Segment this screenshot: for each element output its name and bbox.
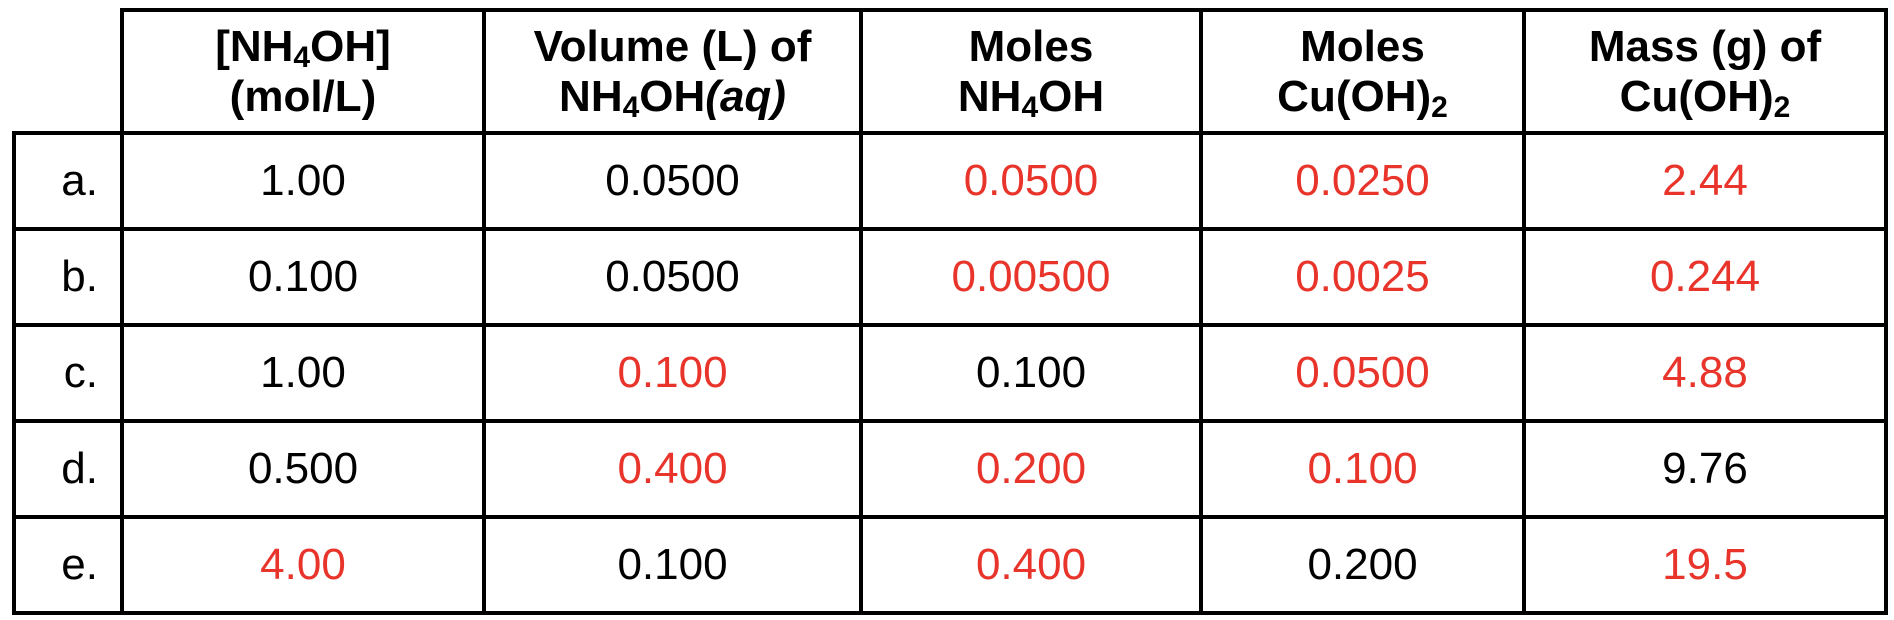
header-line: NH4OH(aq) [486, 71, 859, 124]
answer-cell: 19.5 [1522, 515, 1888, 615]
row-label: c. [12, 323, 124, 423]
given-cell: 0.100 [120, 227, 486, 327]
header-line: Moles [968, 21, 1094, 71]
answer-cell: 0.100 [482, 323, 863, 423]
row-label: d. [12, 419, 124, 519]
answer-cell: 0.0025 [1199, 227, 1526, 327]
table-row: e. 4.00 0.100 0.400 0.200 19.5 [12, 515, 1888, 615]
given-cell: 9.76 [1522, 419, 1888, 519]
given-cell: 0.0500 [482, 131, 863, 231]
table-row: b. 0.100 0.0500 0.00500 0.0025 0.244 [12, 227, 1888, 327]
header-line: (mol/L) [229, 71, 377, 121]
header-line: Volume (L) of [533, 21, 812, 71]
table-body: a. 1.00 0.0500 0.0500 0.0250 2.44 b. 0.100 0.050… [12, 131, 1888, 615]
answer-cell: 0.400 [482, 419, 863, 519]
header-text: Cu(OH) [1277, 71, 1432, 121]
given-cell: 0.0500 [482, 227, 863, 327]
header-mass-cuoh2: Mass (g) of Cu(OH)2 [1522, 8, 1888, 135]
given-cell: 0.100 [482, 515, 863, 615]
answer-cell: 0.0250 [1199, 131, 1526, 231]
header-subscript: 4 [622, 90, 640, 124]
given-cell: 1.00 [120, 131, 486, 231]
given-cell: 1.00 [120, 323, 486, 423]
answer-cell: 4.00 [120, 515, 486, 615]
header-moles-cuoh2: Moles Cu(OH)2 [1199, 8, 1526, 135]
header-line: Mass (g) of [1588, 21, 1822, 71]
header-text: OH [639, 71, 706, 121]
header-moles-nh4oh: Moles NH4OH [859, 8, 1203, 135]
header-line: Moles [1300, 21, 1425, 71]
header-subscript: 4 [293, 40, 311, 74]
answer-cell: 0.400 [859, 515, 1203, 615]
row-label: b. [12, 227, 124, 327]
header-line: NH4OH [863, 71, 1199, 124]
answer-cell: 0.00500 [859, 227, 1203, 327]
header-text: OH] [310, 21, 391, 71]
corner-cell [14, 10, 124, 135]
header-aq-label: (aq) [705, 71, 786, 121]
header-line: Cu(OH)2 [1203, 71, 1522, 124]
given-cell: 0.100 [859, 323, 1203, 423]
answer-cell: 0.0500 [859, 131, 1203, 231]
stoichiometry-table-container: [NH4OH] (mol/L) Volume (L) of NH4OH(aq) … [12, 8, 1888, 615]
answer-cell: 4.88 [1522, 323, 1888, 423]
header-text: NH [559, 71, 623, 121]
given-cell: 0.500 [120, 419, 486, 519]
header-subscript: 2 [1431, 90, 1448, 124]
header-row: [NH4OH] (mol/L) Volume (L) of NH4OH(aq) … [14, 8, 1888, 135]
answer-cell: 0.100 [1199, 419, 1526, 519]
given-cell: 0.200 [1199, 515, 1526, 615]
header-text: OH [1038, 71, 1105, 121]
header-line: Cu(OH)2 [1526, 71, 1884, 124]
header-subscript: 2 [1773, 90, 1791, 124]
header-subscript: 4 [1021, 90, 1039, 124]
header-text: [NH [215, 21, 294, 71]
row-label: e. [12, 515, 124, 615]
answer-cell: 0.244 [1522, 227, 1888, 327]
answer-cell: 0.200 [859, 419, 1203, 519]
header-line: [NH4OH] [124, 21, 482, 74]
table-row: a. 1.00 0.0500 0.0500 0.0250 2.44 [12, 131, 1888, 231]
table-row: c. 1.00 0.100 0.100 0.0500 4.88 [12, 323, 1888, 423]
answer-cell: 0.0500 [1199, 323, 1526, 423]
answer-cell: 2.44 [1522, 131, 1888, 231]
header-text: Cu(OH) [1619, 71, 1774, 121]
table-row: d. 0.500 0.400 0.200 0.100 9.76 [12, 419, 1888, 519]
header-concentration: [NH4OH] (mol/L) [120, 8, 486, 135]
header-volume: Volume (L) of NH4OH(aq) [482, 8, 863, 135]
header-text: NH [957, 71, 1022, 121]
row-label: a. [12, 131, 124, 231]
stoichiometry-table: [NH4OH] (mol/L) Volume (L) of NH4OH(aq) … [12, 8, 1888, 615]
